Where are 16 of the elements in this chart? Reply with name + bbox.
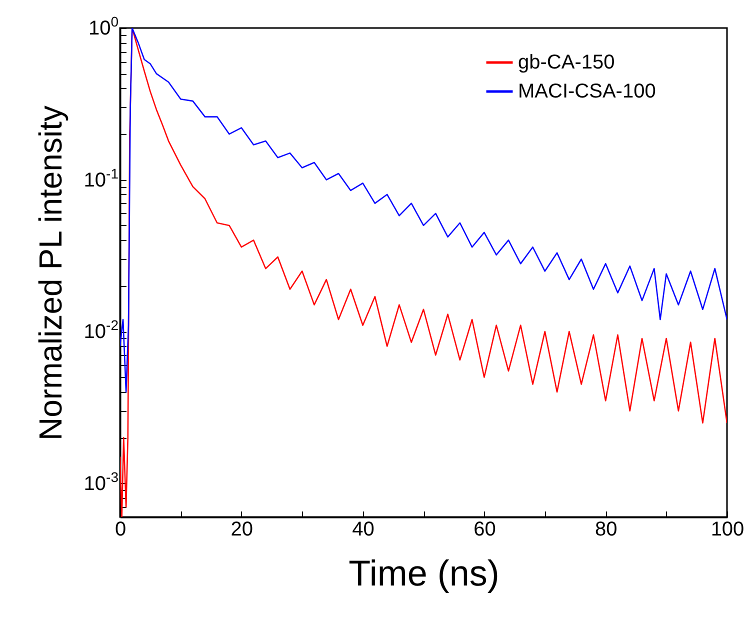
y-tick-label: 10$^{-3}$ (84, 468, 119, 495)
x-tick-label: 20 (230, 518, 254, 540)
x-axis-title: Time (ns) (348, 552, 500, 594)
x-tick-label: 60 (474, 518, 496, 540)
x-tick-label: 40 (352, 518, 374, 540)
x-tick-label: 80 (594, 518, 618, 540)
y-axis-title: Normalized PL intensity (32, 106, 69, 440)
legend-label: gb-CA-150 (518, 52, 615, 74)
y-tick-label: 10$^{0}$ (88, 14, 119, 40)
legend-label: MACI-CSA-100 (518, 80, 656, 102)
x-tick-label: 100 (710, 518, 744, 540)
y-tick-label: 10$^{-2}$ (84, 317, 119, 344)
line-series (120, 28, 727, 393)
x-tick-label: 0 (114, 518, 126, 540)
line-series (120, 28, 727, 517)
y-tick-label: 10$^{-1}$ (84, 165, 119, 192)
